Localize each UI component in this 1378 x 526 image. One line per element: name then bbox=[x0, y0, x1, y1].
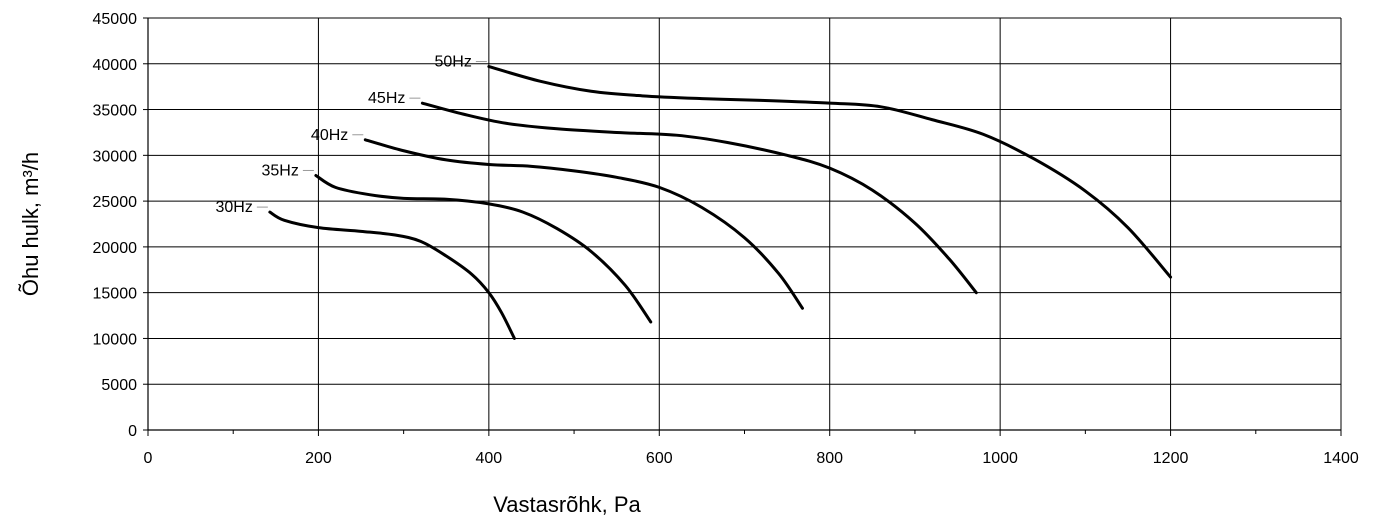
series-label-35hz: 35Hz bbox=[262, 162, 299, 179]
x-axis-title: Vastasrõhk, Pa bbox=[493, 492, 641, 517]
x-tick-label: 400 bbox=[476, 450, 503, 467]
gridlines bbox=[148, 17, 1342, 430]
series-label-45hz: 45Hz bbox=[368, 90, 405, 107]
series-line-40hz bbox=[363, 138, 804, 310]
series-line-35hz bbox=[314, 173, 653, 324]
tick-labels: 0500010000150002000025000300003500040000… bbox=[93, 11, 1359, 467]
series-label-30hz: 30Hz bbox=[215, 199, 252, 216]
y-tick-label: 30000 bbox=[93, 148, 138, 165]
series-lines bbox=[268, 65, 1173, 340]
y-tick-label: 5000 bbox=[101, 377, 137, 394]
x-tick-label: 1200 bbox=[1153, 450, 1189, 467]
series-labels: 30Hz 35Hz 40Hz 45Hz 50Hz bbox=[215, 54, 487, 216]
y-tick-label: 35000 bbox=[93, 103, 138, 120]
y-tick-label: 15000 bbox=[93, 286, 138, 303]
x-tick-label: 0 bbox=[144, 450, 153, 467]
axes bbox=[143, 17, 1342, 436]
y-tick-label: 45000 bbox=[93, 11, 138, 28]
y-tick-label: 40000 bbox=[93, 57, 138, 74]
x-tick-label: 800 bbox=[816, 450, 843, 467]
x-tick-label: 1000 bbox=[982, 450, 1018, 467]
y-tick-label: 25000 bbox=[93, 194, 138, 211]
y-tick-label: 0 bbox=[128, 423, 137, 440]
y-tick-label: 20000 bbox=[93, 240, 138, 257]
series-label-40hz: 40Hz bbox=[311, 127, 348, 144]
series-line-30hz bbox=[268, 210, 516, 340]
y-tick-label: 10000 bbox=[93, 331, 138, 348]
x-tick-label: 1400 bbox=[1323, 450, 1359, 467]
series-line-45hz bbox=[420, 101, 978, 295]
plot-area bbox=[148, 18, 1341, 430]
y-axis-title: Õhu hulk, m³/h bbox=[18, 152, 43, 296]
series-line-50hz bbox=[487, 65, 1173, 279]
series-label-50hz: 50Hz bbox=[434, 54, 471, 71]
x-tick-label: 600 bbox=[646, 450, 673, 467]
x-tick-label: 200 bbox=[305, 450, 332, 467]
